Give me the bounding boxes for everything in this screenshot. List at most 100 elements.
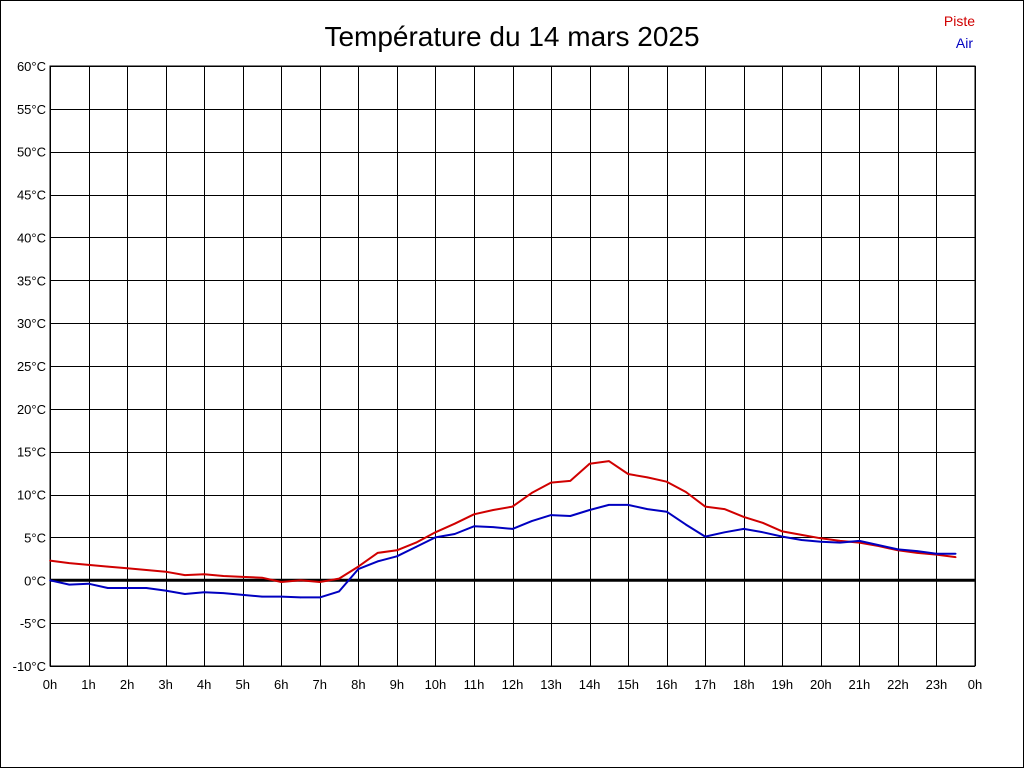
legend-entry-air: Air (956, 35, 973, 51)
data-point-piste (280, 581, 283, 583)
data-point-air (665, 510, 668, 513)
data-point-air (280, 595, 283, 598)
x-tick-label: 18h (733, 677, 755, 692)
data-point-air (492, 526, 495, 528)
data-point-air (357, 568, 360, 570)
data-point-piste (839, 540, 841, 542)
data-point-air (453, 533, 456, 535)
data-point-piste (164, 570, 167, 573)
data-point-air (68, 583, 71, 586)
x-tick-label: 4h (197, 677, 211, 692)
data-point-piste (511, 505, 514, 508)
data-point-air (145, 587, 148, 589)
data-point-piste (434, 531, 437, 534)
y-tick-label: -5°C (20, 616, 46, 631)
data-point-piste (49, 559, 51, 562)
grid (49, 65, 976, 667)
x-tick-label: 17h (694, 677, 716, 692)
x-tick-label: 22h (887, 677, 909, 692)
data-point-piste (299, 579, 302, 582)
y-tick-label: 25°C (17, 359, 46, 374)
data-point-piste (318, 581, 321, 583)
y-tick-label: 20°C (17, 402, 46, 417)
data-point-air (164, 589, 167, 592)
x-tick-label: 2h (120, 677, 134, 692)
data-point-air (434, 536, 437, 539)
data-point-air (550, 514, 552, 516)
x-tick-label: 0h (968, 677, 982, 692)
data-point-air (916, 550, 918, 552)
data-point-air (511, 528, 514, 530)
series-layer (49, 460, 957, 599)
x-tick-label: 23h (926, 677, 948, 692)
data-point-piste (107, 565, 109, 568)
data-point-air (723, 531, 726, 534)
x-tick-label: 3h (158, 677, 172, 692)
x-tick-label: 1h (81, 677, 95, 692)
data-point-piste (762, 522, 764, 524)
data-point-air (877, 544, 880, 546)
x-tick-label: 8h (351, 677, 365, 692)
data-point-air (530, 520, 533, 522)
data-point-air (820, 540, 822, 543)
x-tick-label: 19h (771, 677, 793, 692)
data-point-air (261, 595, 263, 598)
y-tick-label: 15°C (17, 445, 46, 460)
data-point-air (588, 509, 591, 511)
data-point-air (685, 523, 687, 526)
data-point-piste (338, 577, 340, 580)
data-point-piste (588, 462, 591, 465)
data-point-piste (530, 492, 533, 494)
y-tick-label: 30°C (17, 316, 46, 331)
x-tick-label: 11h (464, 677, 485, 692)
data-point-air (742, 528, 745, 530)
data-point-air (935, 552, 938, 555)
data-point-air (126, 587, 128, 589)
data-point-piste (608, 460, 610, 462)
x-tick-label: 6h (274, 677, 288, 692)
x-tick-label: 15h (617, 677, 639, 692)
data-point-piste (685, 491, 687, 493)
data-point-air (608, 504, 610, 506)
data-point-air (184, 593, 186, 595)
x-tick-label: 9h (390, 677, 404, 692)
y-tick-label: 45°C (17, 188, 46, 203)
data-point-air (241, 594, 244, 596)
data-point-air (704, 535, 707, 538)
data-point-air (473, 525, 475, 528)
data-point-piste (184, 574, 186, 576)
x-tick-label: 0h (43, 677, 57, 692)
data-point-air (87, 582, 90, 585)
legend-entry-piste: Piste (944, 13, 975, 29)
data-point-air (897, 548, 899, 551)
data-point-piste (453, 522, 456, 525)
data-point-piste (357, 565, 360, 568)
data-point-air (569, 515, 572, 517)
data-point-piste (646, 476, 649, 479)
data-point-piste (569, 480, 572, 482)
y-tick-label: 35°C (17, 273, 46, 288)
data-point-piste (781, 530, 784, 533)
data-point-air (954, 552, 957, 555)
series-line-air (49, 503, 956, 599)
chart-title: Température du 14 mars 2025 (324, 21, 699, 52)
data-point-piste (820, 537, 822, 540)
data-point-piste (261, 576, 263, 579)
x-tick-label: 7h (313, 677, 327, 692)
data-point-piste (87, 564, 90, 566)
x-tick-label: 13h (540, 677, 562, 692)
y-tick-label: 50°C (17, 145, 46, 160)
data-point-piste (376, 552, 379, 554)
data-point-piste (800, 534, 803, 536)
data-point-air (222, 592, 225, 594)
data-point-air (107, 587, 109, 589)
x-tick-label: 21h (849, 677, 871, 692)
y-tick-label: 60°C (17, 59, 46, 74)
data-point-piste (704, 505, 707, 508)
data-point-air (49, 579, 51, 582)
data-point-piste (916, 552, 918, 554)
data-point-piste (473, 513, 475, 516)
x-tick-label: 12h (502, 677, 524, 692)
y-tick-label: -10°C (13, 659, 46, 674)
